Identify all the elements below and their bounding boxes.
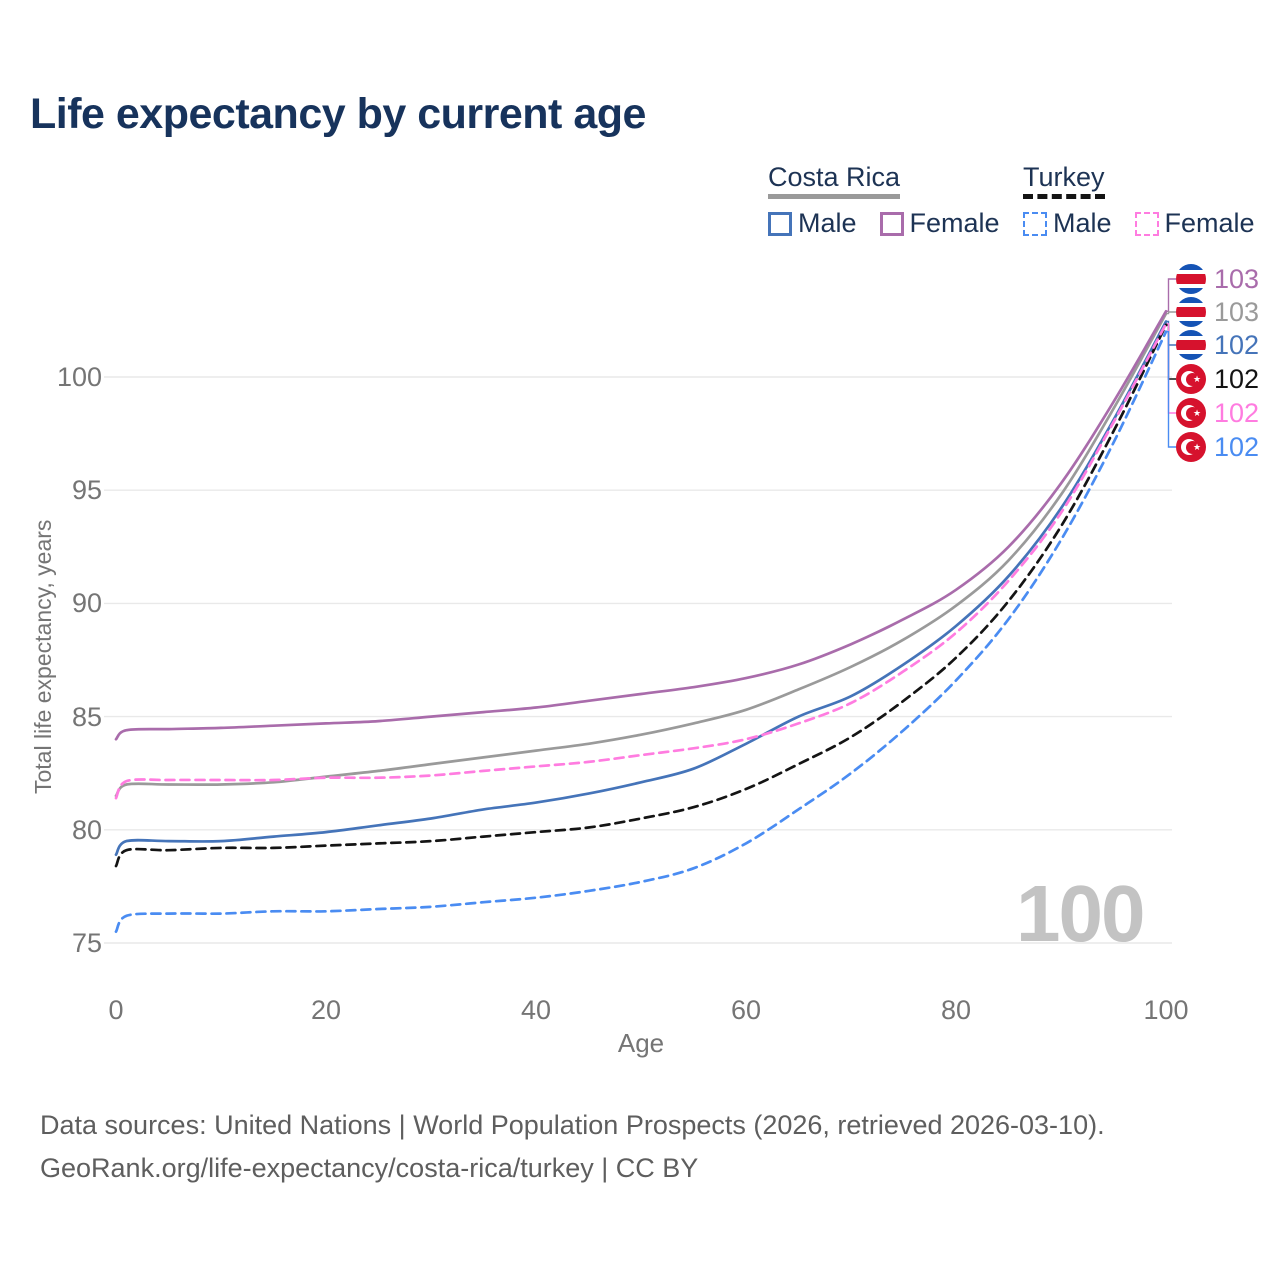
x-axis-title: Age (617, 1028, 665, 1058)
callout-value: 102 (1214, 432, 1260, 462)
callout-leader-line (1166, 331, 1176, 448)
footer-attribution-line: GeoRank.org/life-expectancy/costa-rica/t… (40, 1153, 699, 1183)
x-tick-label: 0 (108, 995, 124, 1025)
series-line-tr-male (114, 330, 1168, 934)
checkbox-icon[interactable] (1134, 211, 1159, 236)
footer: Data sources: United Nations | World Pop… (40, 1104, 1105, 1190)
legend-male-label: Male (1053, 208, 1112, 238)
callout-leader-line (1166, 311, 1176, 315)
x-tick-label: 100 (1143, 995, 1189, 1025)
legend-costa-rica-items: Male Female (768, 208, 1000, 239)
callout-value: 103 (1214, 297, 1260, 327)
legend-costa-rica-male[interactable]: Male (768, 208, 857, 239)
callout-value: 102 (1214, 398, 1260, 428)
y-tick-label: 90 (71, 588, 102, 619)
checkbox-icon[interactable] (768, 211, 792, 236)
y-tick-label: 75 (71, 928, 102, 958)
callout-leader-line (1166, 320, 1176, 346)
legend-costa-rica-label: Costa Rica (768, 162, 901, 199)
x-tick-label: 40 (520, 995, 552, 1025)
callout-row: ★ 102 (1176, 364, 1259, 394)
y-tick-label: 80 (71, 814, 102, 845)
page-title: Life expectancy by current age (30, 90, 646, 138)
callout-row: ★ 102 (1176, 432, 1259, 462)
callout-value: 103 (1214, 264, 1260, 294)
x-tick-label: 80 (940, 995, 972, 1025)
legend-turkey-female[interactable]: Female (1134, 208, 1255, 239)
footer-source-line: Data sources: United Nations | World Pop… (40, 1110, 1105, 1140)
legend-costa-rica: Costa Rica Male Female (768, 162, 1000, 239)
star-icon: ★ (1193, 408, 1202, 418)
callout-row: 103 (1176, 264, 1259, 294)
legend-turkey-male[interactable]: Male (1023, 208, 1112, 239)
flag-icon-costa-rica (1176, 264, 1206, 294)
series-line-tr-both (114, 323, 1168, 868)
series-line-tr-female (114, 322, 1168, 800)
star-icon: ★ (1193, 374, 1202, 384)
legend-male-label: Male (798, 208, 857, 238)
series-line-cr-male (114, 320, 1168, 857)
legend-turkey-items: Male Female (1023, 208, 1255, 239)
callout-leader-line (1166, 324, 1176, 380)
flag-icon-costa-rica (1176, 297, 1206, 327)
y-tick-label: 95 (71, 475, 102, 506)
callout-leader-line (1166, 278, 1176, 312)
callout-value: 102 (1214, 364, 1260, 394)
checkbox-icon[interactable] (879, 211, 904, 236)
flag-icon-costa-rica (1176, 330, 1206, 360)
series-line-cr-both (114, 312, 1168, 798)
legend-female-label: Female (909, 208, 1000, 238)
age-watermark: 100 (1016, 869, 1145, 958)
callout-value: 102 (1214, 330, 1260, 360)
x-tick-label: 20 (310, 995, 342, 1025)
legend-female-label: Female (1164, 208, 1255, 238)
checkbox-icon[interactable] (1023, 211, 1047, 236)
flag-icon-turkey: ★ (1176, 364, 1206, 394)
callout-row: 102 (1176, 330, 1259, 360)
star-icon: ★ (1193, 442, 1202, 452)
y-tick-label: 85 (71, 701, 102, 732)
callout-leader-line (1166, 323, 1176, 414)
flag-icon-turkey: ★ (1176, 398, 1206, 428)
flag-icon-turkey: ★ (1176, 432, 1206, 462)
legend-costa-rica-female[interactable]: Female (879, 208, 1000, 239)
x-tick-label: 60 (730, 995, 762, 1025)
y-tick-label: 100 (56, 362, 102, 392)
legend-turkey-label: Turkey (1023, 162, 1105, 199)
series-line-cr-female (114, 309, 1168, 741)
y-axis-title: Total life expectancy, years (30, 519, 56, 795)
legend-turkey: Turkey Male Female (1023, 162, 1255, 239)
callout-row: ★ 102 (1176, 398, 1259, 428)
callout-row: 103 (1176, 297, 1259, 327)
